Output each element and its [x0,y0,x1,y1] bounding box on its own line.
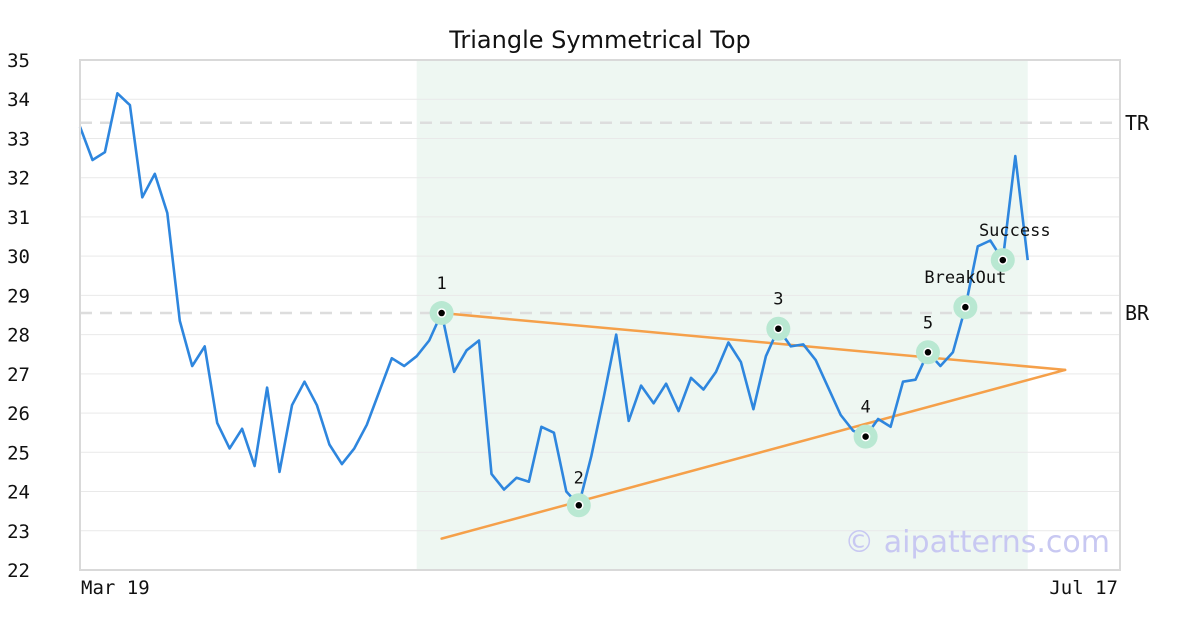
pattern-region-layer [416,60,1028,570]
y-tick-label: 22 [7,560,30,582]
x-tick-label: Jul 17 [1049,577,1118,599]
pattern-points-layer: 1 2 3 4 5 BreakOut Success [429,221,1051,518]
point-marker [773,323,784,334]
watermark: © aipatterns.com [844,525,1110,560]
point-label: 4 [860,398,870,418]
trendline [440,368,1067,540]
reference-line-labels: TR BR [1125,111,1150,325]
gridlines-layer [80,98,1120,532]
y-tick-label: 27 [7,364,30,386]
point-marker [860,431,871,442]
y-tick-label: 34 [7,89,30,111]
point-label: 5 [923,313,933,333]
y-tick-labels: 22 23 24 25 26 27 28 29 30 31 32 33 34 35 [7,50,30,582]
y-tick-label: 28 [7,325,30,347]
reference-line-label: BR [1125,301,1150,325]
point-marker [923,347,933,358]
x-tick-label: Mar 19 [81,577,150,599]
y-tick-label: 33 [7,128,30,150]
plot-area-border [79,59,1121,571]
y-tick-label: 35 [7,50,30,72]
point-label: 2 [574,468,584,488]
point-label: 1 [437,274,447,294]
y-tick-label: 32 [7,168,30,190]
trendline [440,311,1067,372]
y-tick-label: 29 [7,285,30,307]
y-tick-label: 26 [7,403,30,425]
point-marker [998,255,1008,265]
point-marker [574,500,584,511]
pattern-region [416,60,1028,570]
reference-lines-layer [80,121,1120,315]
point-marker [960,302,971,312]
point-marker [436,308,447,318]
point-label: 3 [773,290,783,310]
y-tick-label: 31 [7,207,30,229]
reference-line-label: TR [1125,111,1150,135]
y-tick-label: 25 [7,442,30,464]
y-tick-label: 24 [7,482,30,504]
trendlines-layer [440,311,1067,540]
x-tick-labels: Mar 19 Jul 17 [81,577,1118,599]
chart-title: Triangle Symmetrical Top [448,26,751,54]
y-tick-label: 23 [7,521,30,543]
point-label: Success [979,221,1051,241]
y-tick-label: 30 [7,246,30,268]
point-label: BreakOut [924,268,1006,288]
